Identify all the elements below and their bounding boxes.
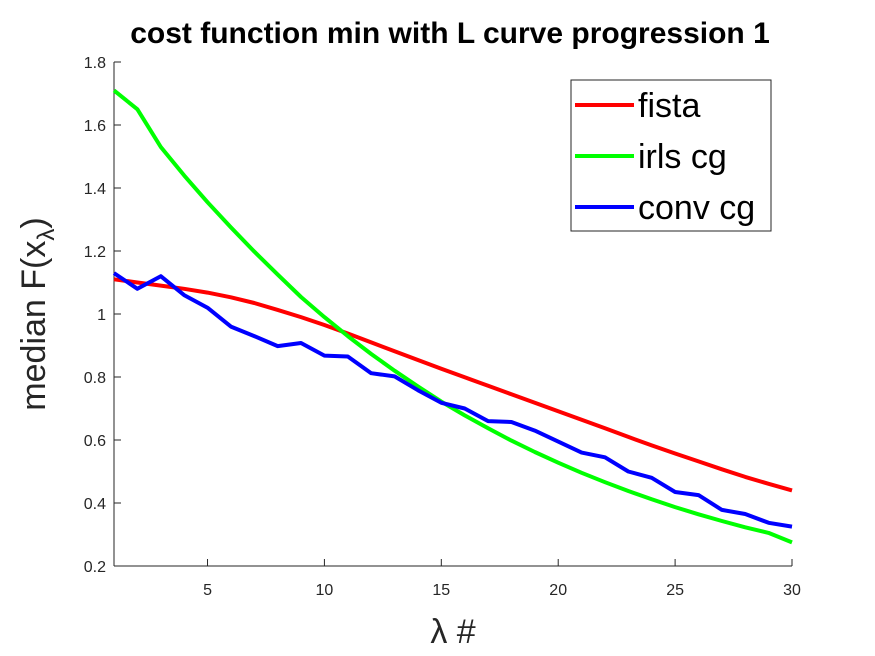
legend-items: fista irls cg conv cg [575, 87, 755, 227]
x-axis-label: λ # [430, 613, 475, 651]
y-axis-label-close: ) [15, 217, 53, 228]
x-tick-label: 10 [316, 582, 334, 599]
series-line-fista [113, 277, 793, 493]
y-tick-label: 1.4 [84, 181, 106, 198]
y-tick-label: 0.2 [84, 559, 106, 576]
y-tick-label: 1.8 [84, 55, 106, 72]
y-ticks: 0.2 0.4 0.6 0.8 1 1.2 1.4 1.6 1.8 [84, 55, 121, 576]
x-tick-label: 30 [783, 582, 801, 599]
series-line-conv-cg [112, 271, 793, 529]
series-line-irls-cg [112, 88, 793, 545]
y-axis-label-main: median F(x [15, 241, 53, 411]
y-tick-label: 0.6 [84, 433, 106, 450]
legend-label: fista [638, 87, 700, 125]
x-tick-label: 15 [432, 582, 450, 599]
y-tick-label: 0.8 [84, 370, 106, 387]
chart-title: cost function min with L curve progressi… [130, 17, 770, 50]
y-axis-label: median F(xλ) [15, 217, 60, 410]
series-group [112, 88, 793, 545]
x-tick-label: 25 [666, 582, 684, 599]
x-ticks: 5 10 15 20 25 30 [203, 559, 801, 599]
y-tick-label: 1 [97, 307, 106, 324]
y-tick-label: 1.6 [84, 118, 106, 135]
legend-label: irls cg [638, 138, 727, 176]
y-tick-label: 1.2 [84, 244, 106, 261]
x-tick-label: 20 [549, 582, 567, 599]
y-tick-label: 0.4 [84, 496, 106, 513]
legend-label: conv cg [638, 189, 755, 227]
y-axis-label-subscript: λ [33, 229, 60, 241]
x-tick-label: 5 [203, 582, 212, 599]
legend: fista irls cg conv cg [570, 79, 772, 232]
